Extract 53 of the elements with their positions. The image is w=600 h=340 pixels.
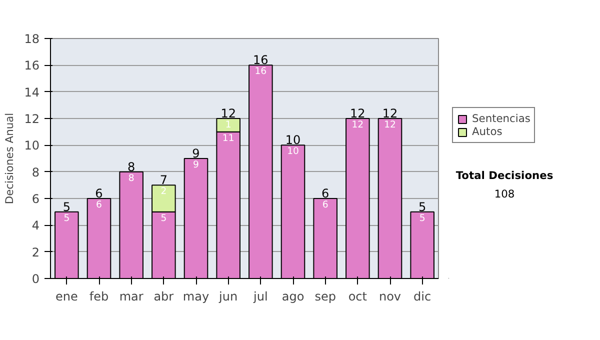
x-tick-label: ene bbox=[55, 290, 78, 304]
total-label: 6 bbox=[95, 186, 103, 200]
x-tick-label: mar bbox=[119, 290, 144, 304]
y-tick-label: 6 bbox=[32, 192, 40, 206]
x-tick-label: may bbox=[182, 290, 210, 304]
y-tick-label: 12 bbox=[24, 112, 40, 126]
y-tick-label: 14 bbox=[24, 85, 40, 100]
total-label: 16 bbox=[253, 53, 268, 68]
x-tick-label: oct bbox=[348, 290, 368, 304]
y-tick-label: 2 bbox=[32, 245, 40, 260]
y-tick-label: 4 bbox=[32, 218, 40, 233]
x-tick-label: dic bbox=[414, 290, 432, 304]
data-label: 6 bbox=[322, 200, 328, 210]
x-tick-label: jun bbox=[218, 290, 238, 304]
data-label: 5 bbox=[419, 212, 426, 224]
data-label: 16 bbox=[254, 66, 267, 78]
data-label: 12 bbox=[352, 120, 364, 130]
text: 108 bbox=[494, 187, 515, 200]
y-tick-label: 10 bbox=[24, 138, 40, 153]
total-label: 7 bbox=[160, 173, 168, 188]
y-tick-label: 8 bbox=[32, 165, 40, 180]
x-tick-label: ago bbox=[282, 290, 304, 304]
x-tick-label: nov bbox=[378, 290, 402, 304]
data-label: 9 bbox=[193, 160, 200, 170]
total-label: 8 bbox=[128, 160, 136, 174]
y-axis-title: Decisiones Anual bbox=[3, 112, 16, 204]
total-label: 9 bbox=[192, 146, 200, 160]
total-label: 12 bbox=[220, 106, 236, 120]
text: Total Decisiones bbox=[456, 168, 554, 182]
data-label: 5 bbox=[160, 212, 167, 224]
x-tick-label: jul bbox=[252, 290, 268, 304]
legend-label: Sentencias bbox=[472, 112, 530, 125]
data-label: 6 bbox=[96, 200, 102, 210]
legend-label: Autos bbox=[472, 125, 502, 138]
total-label: 5 bbox=[418, 200, 426, 214]
total-label: 10 bbox=[285, 133, 301, 148]
total-label: 5 bbox=[62, 200, 70, 214]
data-label: 10 bbox=[287, 146, 299, 158]
y-tick-label: 0 bbox=[32, 272, 40, 286]
data-label: 11 bbox=[222, 132, 234, 144]
data-label: 2 bbox=[160, 186, 167, 198]
x-tick-label: sep bbox=[314, 290, 336, 304]
data-label: 5 bbox=[64, 212, 70, 224]
data-label: 8 bbox=[128, 172, 134, 184]
y-tick-label: 18 bbox=[24, 32, 40, 46]
total-label: 12 bbox=[382, 106, 398, 120]
total-label: 12 bbox=[350, 106, 366, 120]
x-tick-label: abr bbox=[154, 290, 174, 304]
data-label: 12 bbox=[384, 120, 396, 130]
y-tick-label: 16 bbox=[24, 58, 40, 73]
data-label: 1 bbox=[225, 120, 232, 130]
total-label: 6 bbox=[322, 186, 330, 200]
x-tick-label: feb bbox=[89, 290, 109, 304]
